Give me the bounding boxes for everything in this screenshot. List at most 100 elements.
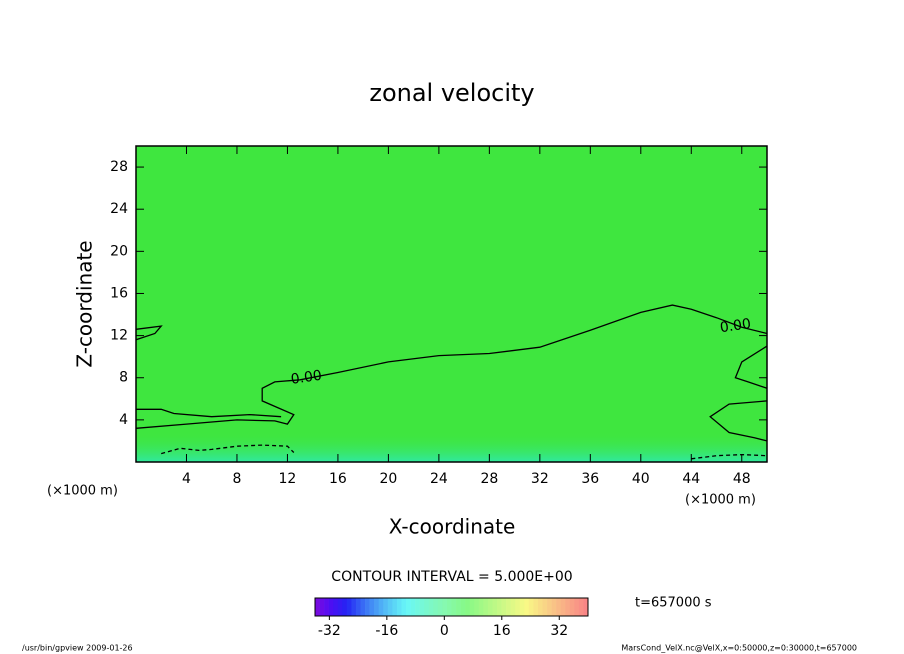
- colorbar-swatch: [451, 598, 457, 616]
- colorbar-swatch: [351, 598, 357, 616]
- x-axis-label: X-coordinate: [389, 515, 516, 539]
- colorbar-swatch: [396, 598, 402, 616]
- x-tick-label: 36: [581, 471, 599, 487]
- contour-label: 0.00: [290, 368, 323, 388]
- x-tick-label: 32: [531, 471, 549, 487]
- colorbar-swatch: [383, 598, 389, 616]
- colorbar-swatch: [469, 598, 475, 616]
- colorbar-swatch: [533, 598, 539, 616]
- colorbar-swatch: [378, 598, 384, 616]
- colorbar-swatch: [415, 598, 420, 616]
- colorbar-swatch: [497, 598, 502, 616]
- colorbar-swatch: [565, 598, 571, 616]
- colorbar-swatch: [337, 598, 343, 616]
- colorbar-swatch: [510, 598, 516, 616]
- contour-interval: CONTOUR INTERVAL = 5.000E+00: [331, 569, 572, 585]
- colorbar-swatch: [474, 598, 480, 616]
- colorbar-swatch: [456, 598, 461, 616]
- colorbar-swatch: [315, 598, 320, 616]
- colorbar-swatch: [551, 598, 557, 616]
- colorbar-swatch: [542, 598, 548, 616]
- y-tick-label: 24: [110, 201, 128, 217]
- colorbar-swatch: [328, 598, 334, 616]
- colorbar-swatch: [410, 598, 416, 616]
- colorbar-swatch: [324, 598, 329, 616]
- colorbar-swatch: [446, 598, 452, 616]
- y-tick-label: 28: [110, 159, 128, 175]
- colorbar-tick-label: 16: [493, 623, 511, 639]
- x-tick-label: 12: [279, 471, 297, 487]
- y-tick-label: 8: [119, 370, 128, 386]
- colorbar-swatch: [528, 598, 534, 616]
- contour-label: 0.00: [719, 316, 752, 336]
- y-unit: (×1000 m): [47, 484, 118, 499]
- colorbar-swatch: [333, 598, 339, 616]
- x-tick-label: 44: [682, 471, 700, 487]
- colorbar-swatch: [428, 598, 434, 616]
- colorbar-swatch: [374, 598, 379, 616]
- x-unit: (×1000 m): [685, 493, 756, 508]
- colorbar-swatch: [487, 598, 493, 616]
- colorbar-swatch: [524, 598, 530, 616]
- colorbar-swatch: [547, 598, 552, 616]
- colorbar-swatch: [401, 598, 407, 616]
- chart-title: zonal velocity: [369, 79, 534, 107]
- footer-left: /usr/bin/gpview 2009-01-26: [22, 644, 133, 653]
- colorbar-swatch: [506, 598, 511, 616]
- plot-frame: [135, 145, 768, 463]
- colorbar-swatch: [515, 598, 521, 616]
- colorbar-swatch: [342, 598, 348, 616]
- colorbar-swatch: [392, 598, 398, 616]
- x-tick-label: 16: [329, 471, 347, 487]
- colorbar-swatch: [460, 598, 466, 616]
- x-tick-label: 8: [232, 471, 241, 487]
- colorbar-tick-label: 32: [550, 623, 568, 639]
- colorbar-swatch: [424, 598, 430, 616]
- colorbar-swatch: [387, 598, 393, 616]
- x-tick-label: 28: [480, 471, 498, 487]
- footer-right: MarsCond_VelX.nc@VelX,x=0:50000,z=0:3000…: [621, 644, 857, 653]
- y-tick-label: 4: [119, 412, 128, 428]
- y-tick-label: 20: [110, 243, 128, 259]
- x-tick-label: 24: [430, 471, 448, 487]
- colorbar-swatch: [519, 598, 525, 616]
- y-tick-label: 12: [110, 328, 128, 344]
- colorbar-swatch: [433, 598, 439, 616]
- colorbar-tick-label: 0: [440, 623, 449, 639]
- plot-field-low: [136, 432, 767, 462]
- colorbar-swatch: [369, 598, 375, 616]
- colorbar-swatch: [360, 598, 366, 616]
- y-tick-label: 16: [110, 285, 128, 301]
- x-tick-label: 20: [379, 471, 397, 487]
- time-label: t=657000 s: [635, 596, 712, 611]
- contour-line: [161, 444, 768, 460]
- colorbar-swatch: [501, 598, 507, 616]
- plot-field: [136, 146, 767, 462]
- colorbar-tick-label: -32: [318, 623, 341, 639]
- colorbar-swatch: [465, 598, 470, 616]
- colorbar-swatch: [419, 598, 425, 616]
- x-tick-label: 48: [733, 471, 751, 487]
- colorbar-swatch: [442, 598, 448, 616]
- colorbar-swatch: [365, 598, 370, 616]
- colorbar-swatch: [478, 598, 484, 616]
- colorbar-swatch: [574, 598, 580, 616]
- colorbar-swatch: [560, 598, 566, 616]
- colorbar-tick-label: -16: [375, 623, 398, 639]
- colorbar-swatch: [346, 598, 352, 616]
- colorbar-swatch: [569, 598, 575, 616]
- x-tick-label: 40: [632, 471, 650, 487]
- colorbar-frame: [314, 597, 589, 617]
- colorbar-swatch: [483, 598, 489, 616]
- colorbar-swatch: [537, 598, 543, 616]
- x-tick-label: 4: [182, 471, 191, 487]
- colorbar-swatch: [406, 598, 411, 616]
- colorbar-swatch: [319, 598, 325, 616]
- colorbar-swatch: [492, 598, 498, 616]
- colorbar-swatch: [578, 598, 584, 616]
- contour-line: [135, 304, 768, 442]
- y-axis-label: Z-coordinate: [73, 240, 97, 367]
- colorbar-swatch: [583, 598, 589, 616]
- colorbar-swatch: [355, 598, 361, 616]
